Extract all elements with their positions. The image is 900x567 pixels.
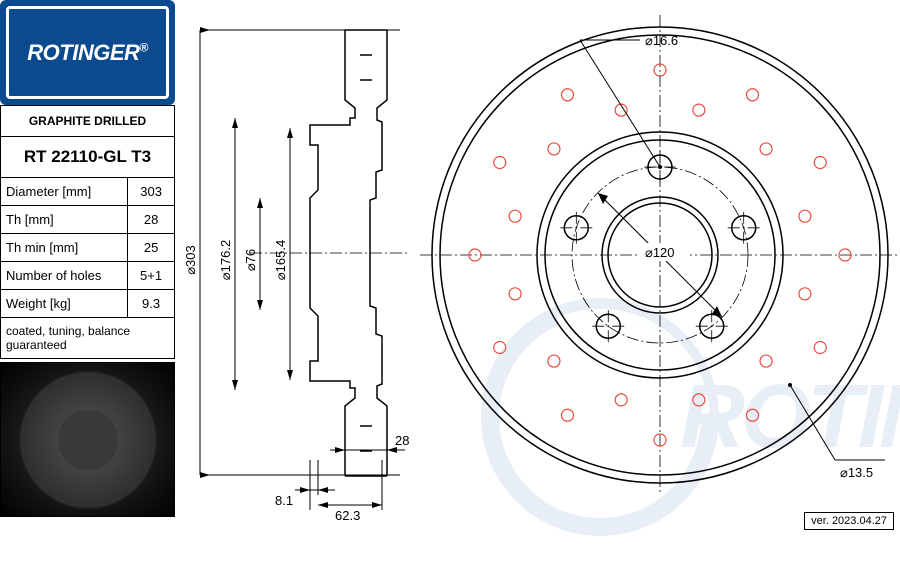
version-label: ver. 2023.04.27 [804, 512, 894, 530]
spec-table: GRAPHITE DRILLED RT 22110-GL T3 Diameter… [0, 105, 175, 359]
svg-text:⌀13.5: ⌀13.5 [840, 465, 873, 480]
svg-text:28: 28 [395, 433, 409, 448]
svg-text:⌀176.2: ⌀176.2 [218, 240, 233, 280]
front-view: ⌀16.6 ⌀120 ⌀13.5 [420, 15, 900, 495]
product-photo [0, 362, 175, 517]
table-row: Weight [kg]9.3 [1, 290, 175, 318]
svg-text:⌀120: ⌀120 [645, 245, 675, 260]
table-row: Diameter [mm]303 [1, 178, 175, 206]
side-view: ⌀303 ⌀176.2 ⌀76 ⌀165.4 [185, 27, 410, 523]
spec-sidebar: ROTINGER® GRAPHITE DRILLED RT 22110-GL T… [0, 0, 175, 359]
technical-drawing: ⌀303 ⌀176.2 ⌀76 ⌀165.4 [185, 0, 900, 534]
table-row: Th min [mm]25 [1, 234, 175, 262]
svg-text:8.1: 8.1 [275, 493, 293, 508]
svg-text:⌀16.6: ⌀16.6 [645, 33, 678, 48]
svg-text:⌀303: ⌀303 [185, 245, 198, 275]
part-number: RT 22110-GL T3 [1, 137, 175, 178]
product-type: GRAPHITE DRILLED [1, 106, 175, 137]
brand-logo: ROTINGER® [0, 0, 175, 105]
svg-text:62.3: 62.3 [335, 508, 360, 523]
note: coated, tuning, balance guaranteed [1, 318, 175, 359]
svg-text:⌀165.4: ⌀165.4 [273, 240, 288, 280]
table-row: Th [mm]28 [1, 206, 175, 234]
table-row: Number of holes5+1 [1, 262, 175, 290]
svg-text:⌀76: ⌀76 [243, 249, 258, 271]
